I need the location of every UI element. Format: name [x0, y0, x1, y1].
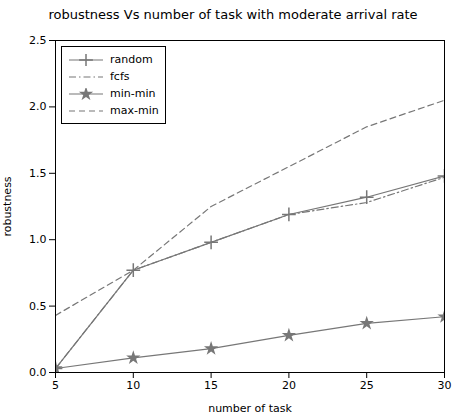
svg-text:0.0: 0.0 — [29, 366, 47, 379]
svg-text:2.0: 2.0 — [29, 100, 47, 113]
svg-text:25: 25 — [360, 379, 374, 392]
html-text:fcfs: fcfs — [110, 70, 130, 83]
svg-text:number of task: number of task — [208, 402, 292, 415]
svg-text:15: 15 — [204, 379, 218, 392]
svg-text:30: 30 — [438, 379, 452, 392]
svg-text:0.5: 0.5 — [29, 300, 47, 313]
svg-text:2.5: 2.5 — [29, 34, 47, 47]
html-text:random: random — [110, 53, 153, 66]
svg-text:5: 5 — [52, 379, 59, 392]
svg-text:robustness: robustness — [1, 176, 14, 236]
svg-text:1.0: 1.0 — [29, 233, 47, 246]
svg-text:10: 10 — [126, 379, 140, 392]
svg-text:20: 20 — [282, 379, 296, 392]
svg-text:1.5: 1.5 — [29, 167, 47, 180]
html-text:min-min: min-min — [110, 87, 156, 100]
html-text:max-min: max-min — [110, 104, 159, 117]
html-text:robustness Vs number of task w: robustness Vs number of task with modera… — [48, 7, 418, 22]
